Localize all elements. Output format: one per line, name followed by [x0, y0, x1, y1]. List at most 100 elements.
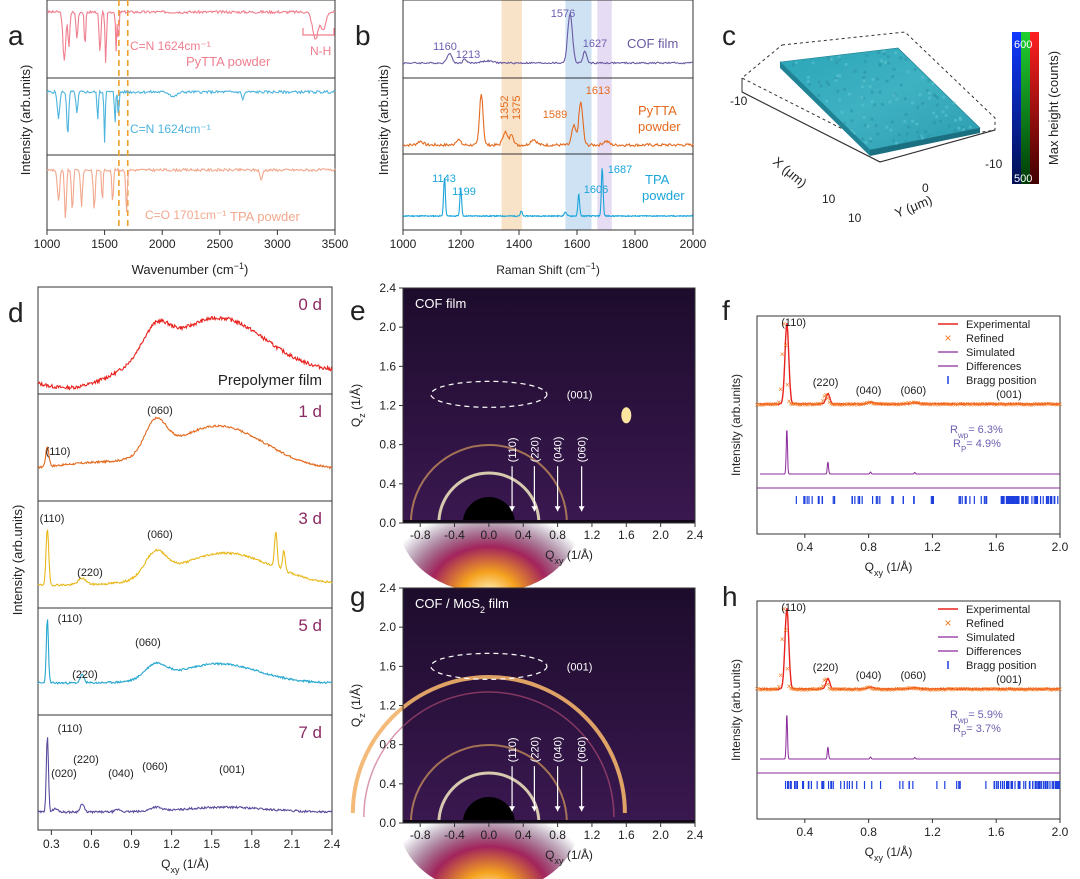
panel-a-series-1 — [46, 89, 336, 143]
panel-c-xlabel: X (μm) — [770, 154, 810, 191]
panel-g-ytick-label: 0.0 — [379, 816, 396, 830]
panel-h-refined-mark: × — [1048, 686, 1053, 695]
panel-c-texture — [891, 138, 896, 143]
panel-e-ytick-label: 0.4 — [379, 477, 396, 491]
panel-f-refined-mark: × — [984, 400, 989, 409]
panel-h-refined-mark: × — [780, 635, 785, 644]
panel-b-series-name-0: COF film — [627, 36, 678, 51]
panel-b-peak-label: 1627 — [583, 38, 607, 50]
panel-h-legend-label: Experimental — [966, 604, 1030, 616]
panel-e-ring-220 — [409, 444, 568, 524]
panel-f-refined-mark: × — [928, 400, 933, 409]
text-span: (1/Å) — [180, 856, 209, 871]
panel-e-ytick-label: 0.8 — [379, 438, 396, 452]
panel-a-xtick-label: 1500 — [91, 237, 118, 251]
panel-f-refined-mark: × — [1041, 400, 1046, 409]
panel-d-ylabel: Intensity (arb.units) — [10, 505, 25, 616]
panel-d-peak-label: (220) — [77, 567, 103, 579]
panel-b-peak-label: 1352 — [499, 96, 511, 120]
panel-f-xtick-label: 1.2 — [924, 540, 941, 554]
panel-h-refined-mark: × — [832, 685, 837, 694]
panel-f-refined-mark: × — [763, 400, 768, 409]
panel-h-refined-mark: × — [938, 685, 943, 694]
panel-h-refined-mark: × — [810, 685, 815, 694]
panel-f-refined-mark: × — [775, 400, 780, 409]
panel-f-refined-mark: × — [913, 398, 918, 407]
panel-e-arrow-label: (040) — [553, 437, 565, 463]
panel-c-texture — [957, 126, 961, 130]
panel-c-texture — [892, 93, 896, 98]
panel-f-refined-mark: × — [798, 400, 803, 409]
panel-e-xtick-label: 2.4 — [687, 528, 704, 542]
panel-f-refined-mark: × — [862, 399, 867, 408]
panel-f-xtick-label: 0.4 — [796, 540, 813, 554]
panel-b-xtick-label: 1000 — [390, 237, 417, 251]
panel-g-xtick-label: -0.4 — [444, 828, 465, 842]
panel-f-refined-mark: × — [758, 400, 763, 409]
panel-g-ytick-label: 1.2 — [379, 699, 396, 713]
panel-b-series-name-2b: powder — [642, 188, 685, 203]
panel-c-ylabel: Y (μm) — [893, 192, 935, 221]
panel-h-refined-mark: × — [817, 684, 822, 693]
panel-f-peak-label: (110) — [781, 317, 806, 329]
panel-f-refined-mark: × — [872, 400, 877, 409]
panel-c-texture — [954, 118, 958, 122]
panel-f-refined-mark: × — [933, 400, 938, 409]
panel-c-texture — [875, 77, 880, 81]
panel-a-xlabel: Wavenumber (cm−1) — [132, 261, 249, 277]
panel-f-refined-mark: × — [1056, 400, 1061, 409]
panel-f-refined-mark: × — [948, 400, 953, 409]
panel-h-refined-mark: × — [834, 684, 839, 693]
panel-g-ytick-label: 1.6 — [379, 659, 396, 673]
panel-c-texture — [935, 96, 940, 100]
panel-h-refined-mark: × — [1024, 685, 1029, 694]
panel-h-refined-mark: × — [827, 684, 832, 693]
panel-g-xtick-label: 0.8 — [549, 828, 566, 842]
panel-f-refined-mark: × — [814, 400, 819, 409]
panel-b-frame — [402, 153, 694, 231]
panel-h-refined-mark: × — [761, 684, 766, 693]
panel-c-axis-y — [879, 129, 996, 163]
panel-b-peak-label: 1589 — [543, 109, 567, 121]
panel-e-ytick-label: 1.2 — [379, 399, 396, 413]
panel-c-texture — [892, 67, 896, 71]
panel-d-peak-label: (060) — [142, 761, 168, 773]
panel-a-ylabel: Intensity (arb.units) — [18, 65, 33, 176]
panel-h-refined-mark: × — [972, 685, 977, 694]
panel-c-texture — [870, 99, 874, 104]
panel-letter-g: g — [350, 581, 366, 612]
panel-h-refined-mark: × — [844, 685, 849, 694]
panel-h-refined-mark: × — [881, 685, 886, 694]
panel-f-refined-mark: × — [898, 400, 903, 409]
text-span: = 5.9% — [968, 709, 1003, 721]
panel-c-texture — [899, 83, 903, 87]
panel-f-refined-mark: × — [881, 400, 886, 409]
panel-f-refined-mark: × — [771, 400, 776, 409]
panel-h-refined-mark: × — [925, 685, 930, 694]
panel-c-texture — [927, 134, 931, 138]
panel-f-refined-mark: × — [904, 400, 909, 409]
panel-h-refined-mark: × — [788, 684, 793, 693]
panel-h-refined-mark: × — [947, 685, 952, 694]
text-span: 2 — [480, 605, 485, 615]
panel-g-xtick-label: 1.6 — [618, 828, 635, 842]
panel-f-refined-mark: × — [888, 400, 893, 409]
panel-f-refined-mark: × — [1039, 400, 1044, 409]
panel-a-xtick-label: 1000 — [34, 237, 61, 251]
panel-c-texture — [870, 90, 874, 94]
panel-c-texture — [840, 110, 844, 114]
panel-h-refined-mark: × — [842, 685, 847, 694]
panel-g-arrow-label: (040) — [553, 737, 565, 763]
panel-c-texture — [931, 82, 935, 86]
panel-c-texture — [904, 57, 908, 62]
panel-g-ring-220 — [409, 744, 568, 824]
panel-h-refined-mark: × — [1017, 685, 1022, 694]
text-span: wp — [957, 716, 969, 725]
panel-f-refined-mark: × — [945, 400, 950, 409]
panel-c-texture — [836, 89, 840, 93]
panel-h-refined-mark: × — [787, 682, 792, 691]
panel-b-ylabel: Intensity (arb.units) — [376, 65, 391, 176]
panel-b-peak-label: 1213 — [456, 49, 480, 61]
panel-d-xtick-label: 0.6 — [83, 837, 100, 851]
panel-h-refined-mark: × — [839, 685, 844, 694]
